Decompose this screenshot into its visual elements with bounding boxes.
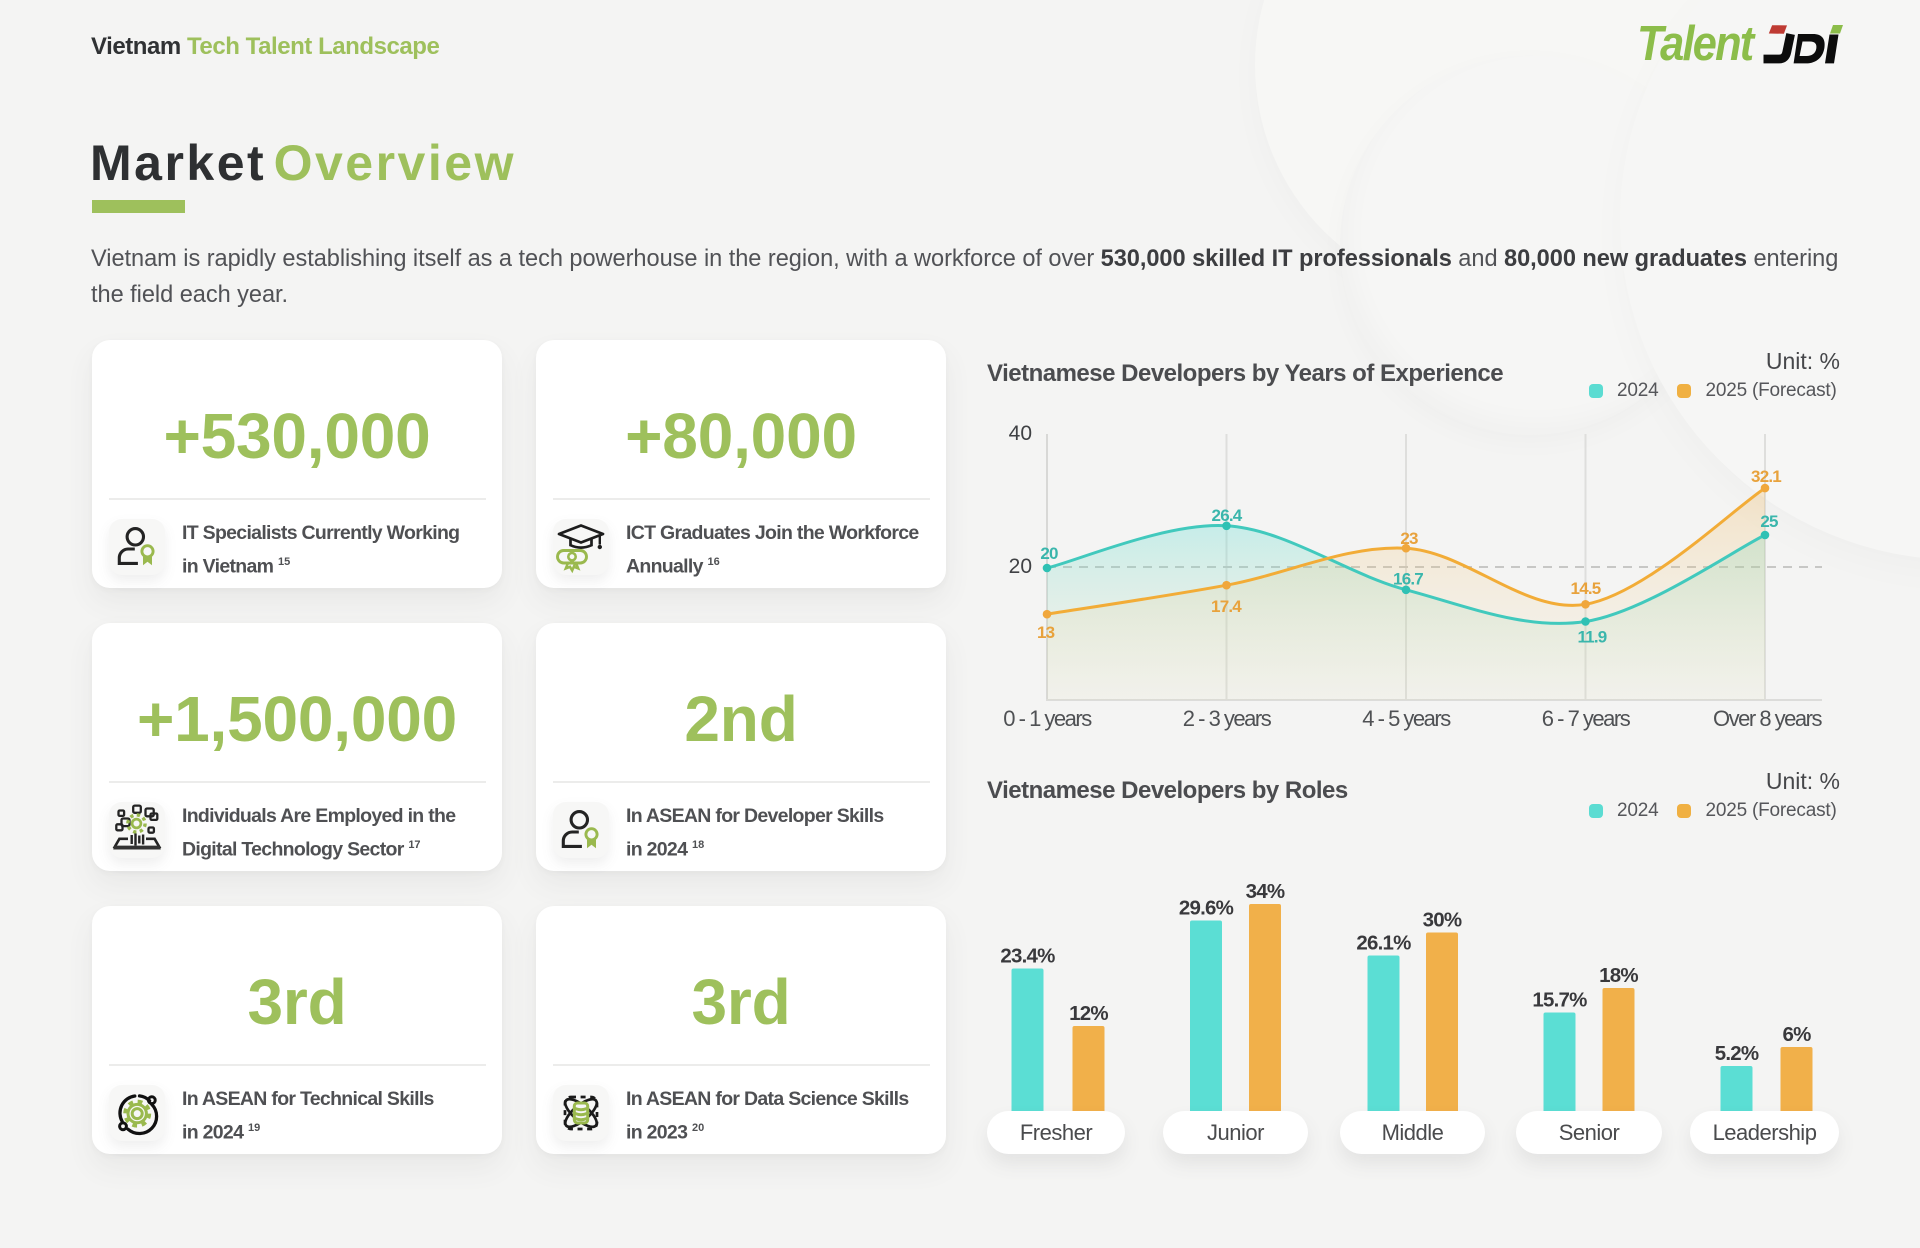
svg-text:17.4: 17.4: [1211, 597, 1242, 616]
svg-text:15.7%: 15.7%: [1532, 989, 1587, 1012]
svg-text:40: 40: [1009, 422, 1032, 445]
svg-text:32.1: 32.1: [1751, 467, 1781, 486]
svg-text:4 - 5 years: 4 - 5 years: [1362, 706, 1451, 731]
svg-text:11.9: 11.9: [1578, 628, 1607, 647]
svg-text:25: 25: [1760, 512, 1778, 531]
svg-text:0 - 1 years: 0 - 1 years: [1003, 706, 1092, 731]
svg-text:18%: 18%: [1599, 964, 1638, 987]
svg-text:26.1%: 26.1%: [1356, 932, 1411, 955]
svg-text:2 - 3 years: 2 - 3 years: [1183, 706, 1272, 731]
svg-text:23: 23: [1400, 529, 1418, 548]
svg-text:16.7: 16.7: [1393, 570, 1423, 589]
svg-text:20: 20: [1040, 544, 1058, 563]
svg-text:30%: 30%: [1423, 909, 1462, 932]
svg-text:29.6%: 29.6%: [1179, 897, 1234, 920]
svg-text:12%: 12%: [1069, 1002, 1108, 1025]
svg-text:6%: 6%: [1782, 1023, 1811, 1046]
svg-text:14.5: 14.5: [1571, 579, 1601, 598]
svg-text:Over 8 years: Over 8 years: [1713, 706, 1822, 731]
svg-text:26.4: 26.4: [1212, 506, 1243, 525]
svg-text:6 - 7 years: 6 - 7 years: [1542, 706, 1631, 731]
svg-text:23.4%: 23.4%: [1000, 945, 1055, 968]
svg-text:34%: 34%: [1246, 880, 1285, 903]
svg-text:5.2%: 5.2%: [1715, 1042, 1759, 1065]
svg-text:13: 13: [1037, 623, 1055, 642]
svg-text:20: 20: [1009, 555, 1032, 578]
